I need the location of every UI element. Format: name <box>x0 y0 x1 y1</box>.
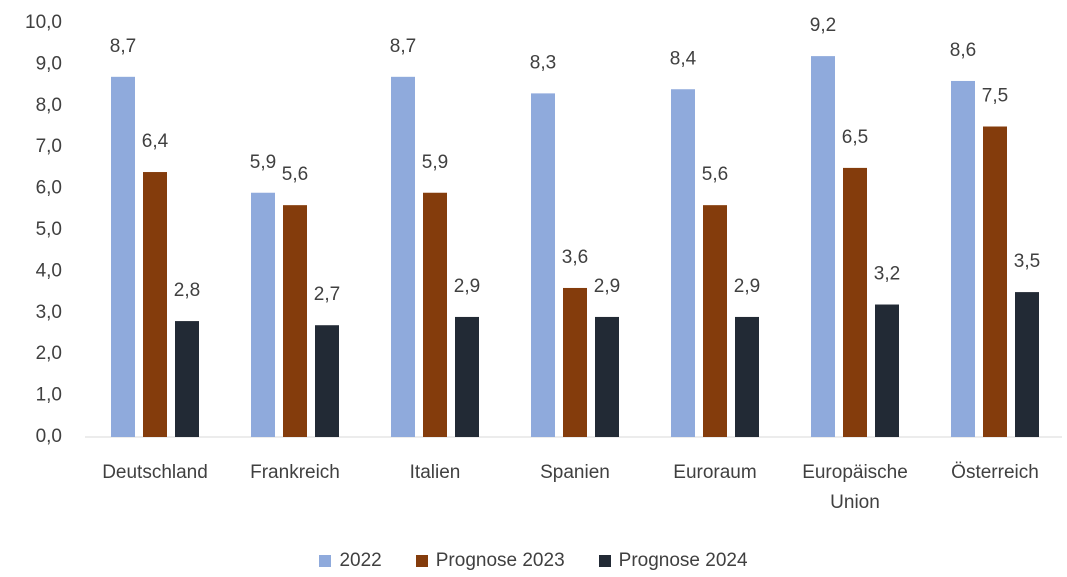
data-label: 2,9 <box>734 276 760 297</box>
data-label: 8,7 <box>390 36 416 57</box>
bar <box>735 316 759 437</box>
legend-item: Prognose 2024 <box>598 550 748 572</box>
data-label: 5,6 <box>282 164 308 185</box>
data-label: 8,7 <box>110 36 136 57</box>
bar <box>283 205 307 437</box>
y-tick-label: 2,0 <box>36 343 62 364</box>
x-tick-label: Deutschland <box>102 462 208 483</box>
data-label: 2,9 <box>594 276 620 297</box>
legend-swatch <box>319 555 332 567</box>
bar <box>531 93 555 437</box>
data-label: 3,6 <box>562 247 588 268</box>
legend-item: Prognose 2023 <box>415 550 565 572</box>
y-tick-label: 4,0 <box>36 260 62 281</box>
bar <box>175 321 199 437</box>
data-label: 2,8 <box>174 280 200 301</box>
y-tick-label: 1,0 <box>36 385 62 406</box>
data-label: 9,2 <box>810 15 836 36</box>
legend-swatch <box>598 555 611 567</box>
data-label: 5,9 <box>422 152 448 173</box>
x-tick-label: Europäische Union <box>802 462 908 513</box>
bar <box>391 76 415 437</box>
data-label: 5,6 <box>702 164 728 185</box>
bar <box>671 89 695 438</box>
bar <box>875 304 899 437</box>
data-label: 3,5 <box>1014 251 1040 272</box>
data-label: 2,9 <box>454 276 480 297</box>
legend-label: Prognose 2024 <box>618 550 748 571</box>
data-label: 6,4 <box>142 131 169 152</box>
bar <box>423 192 447 437</box>
bar <box>455 316 479 437</box>
bar <box>703 205 727 437</box>
bar <box>143 172 167 438</box>
y-tick-label: 8,0 <box>36 95 62 116</box>
x-tick-label: Spanien <box>540 462 610 483</box>
x-tick-label: Österreich <box>951 462 1039 483</box>
data-label: 8,3 <box>530 52 556 73</box>
bar <box>111 76 135 437</box>
legend-label: 2022 <box>339 550 382 571</box>
x-tick-label: Italien <box>409 462 461 483</box>
legend-swatch <box>415 555 428 567</box>
data-label: 3,2 <box>874 264 900 285</box>
x-tick-label: Euroraum <box>673 462 757 483</box>
y-tick-label: 3,0 <box>36 302 62 323</box>
data-label: 6,5 <box>842 127 868 148</box>
bar <box>315 325 339 437</box>
legend-label: Prognose 2023 <box>435 550 565 571</box>
legend: 2022 Prognose 2023 Prognose 2024 <box>0 550 1067 572</box>
bar <box>951 80 975 438</box>
data-label: 2,7 <box>314 284 340 305</box>
y-tick-label: 9,0 <box>36 53 62 74</box>
data-label: 8,4 <box>670 48 697 69</box>
y-tick-label: 7,0 <box>36 136 62 157</box>
legend-item: 2022 <box>319 550 382 572</box>
y-tick-label: 0,0 <box>36 426 62 447</box>
bar <box>811 56 835 438</box>
x-tick-label: Frankreich <box>250 462 340 483</box>
data-label: 8,6 <box>950 40 976 61</box>
bar <box>1015 292 1039 437</box>
y-tick-label: 5,0 <box>36 219 62 240</box>
y-tick-label: 6,0 <box>36 178 62 199</box>
data-label: 7,5 <box>982 86 1008 107</box>
bar <box>983 126 1007 437</box>
y-tick-label: 10,0 <box>25 12 62 33</box>
bar <box>595 316 619 437</box>
bar <box>843 167 867 437</box>
data-label: 5,9 <box>250 152 276 173</box>
bar <box>563 287 587 437</box>
bar <box>251 192 275 437</box>
